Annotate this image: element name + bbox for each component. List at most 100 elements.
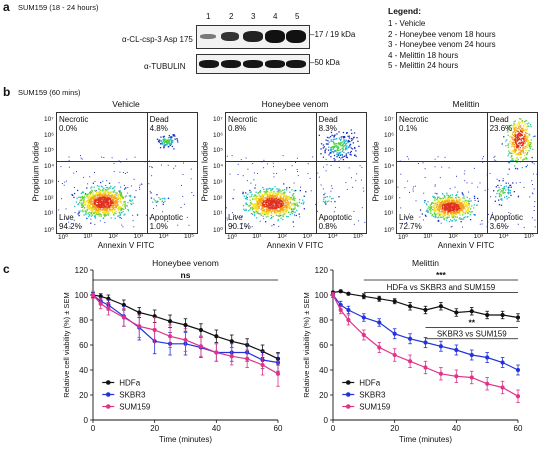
flow-event	[348, 140, 350, 142]
flow-event	[232, 197, 234, 200]
flow-event	[182, 174, 184, 175]
flow-event	[427, 207, 429, 209]
flow-event	[283, 195, 285, 197]
flow-event	[102, 188, 104, 190]
flow-event	[276, 206, 278, 208]
flow-event	[293, 182, 295, 184]
flow-event	[231, 155, 233, 157]
flow-event	[162, 211, 164, 213]
flow-event	[342, 159, 345, 161]
flow-event	[338, 131, 340, 133]
flow-event	[434, 196, 436, 199]
x-tick-label: 40	[452, 424, 461, 433]
flow-event	[520, 133, 523, 136]
flow-event	[336, 146, 338, 148]
flow-event	[104, 215, 106, 217]
flow-event	[457, 211, 459, 214]
flow-event	[469, 198, 471, 200]
flow-event	[446, 203, 449, 205]
quadrant-label: Dead	[489, 115, 509, 124]
flow-event	[274, 211, 276, 213]
flow-event	[455, 210, 457, 212]
flow-event	[334, 159, 336, 161]
flow-event	[278, 197, 280, 199]
flow-event	[253, 205, 255, 207]
flow-event	[338, 147, 340, 149]
flow-event	[292, 221, 294, 223]
flow-event	[164, 197, 166, 199]
flow-event	[80, 192, 82, 195]
flow-event	[82, 191, 84, 193]
flow-event	[157, 140, 160, 142]
flow-event	[255, 197, 257, 199]
flow-event	[438, 204, 440, 206]
flow-event	[283, 196, 285, 198]
flow-event	[105, 203, 108, 206]
flow-event	[507, 129, 510, 131]
flow-event	[93, 202, 95, 205]
flow-event	[516, 153, 518, 156]
flow-event	[517, 142, 520, 144]
flow-event	[267, 208, 270, 210]
flow-event	[522, 149, 524, 151]
flow-event	[450, 211, 452, 213]
flow-event	[437, 212, 439, 214]
flow-event	[90, 210, 93, 212]
flow-event	[282, 203, 285, 206]
flow-event	[458, 218, 460, 220]
flow-event	[518, 128, 521, 130]
quadrant-label: Dead	[318, 115, 338, 124]
flow-event	[92, 202, 94, 204]
flow-event	[98, 212, 100, 214]
flow-y-tick: 10³	[44, 178, 54, 186]
flow-event	[91, 190, 94, 192]
flow-plot: Necrotic 0.8% Dead 8.3% Live 90.1% Apoptotic 0.…	[225, 112, 367, 234]
flow-event	[299, 216, 301, 218]
flow-event	[324, 152, 326, 154]
flow-event	[439, 208, 441, 210]
flow-event	[335, 145, 337, 147]
flow-event	[99, 206, 101, 208]
flow-event	[333, 145, 335, 148]
panel-b-letter: b	[3, 85, 11, 99]
flow-event	[448, 211, 450, 213]
flow-event	[121, 195, 123, 197]
flow-event	[325, 203, 327, 205]
flow-event	[263, 209, 266, 211]
flow-event	[459, 214, 461, 216]
flow-y-tick: 10⁰	[384, 227, 394, 234]
flow-event	[88, 199, 90, 201]
flow-event	[512, 143, 515, 145]
y-tick-label: 60	[79, 341, 88, 350]
band-r2-l1	[199, 60, 219, 68]
flow-event	[105, 192, 107, 194]
flow-y-tick: 10³	[384, 178, 394, 186]
flow-event	[512, 125, 514, 127]
flow-event	[519, 157, 522, 159]
flow-event	[462, 226, 463, 228]
flow-event	[106, 195, 109, 198]
flow-event	[278, 193, 280, 196]
flow-event	[450, 210, 452, 212]
flow-event	[518, 121, 520, 123]
flow-event	[514, 147, 516, 149]
flow-event	[163, 135, 165, 137]
flow-event	[533, 188, 535, 190]
flow-event	[531, 192, 533, 194]
flow-event	[126, 205, 128, 207]
flow-event	[507, 173, 509, 175]
flow-event	[112, 207, 114, 209]
flow-event	[522, 137, 524, 139]
flow-event	[261, 199, 263, 201]
flow-event	[89, 197, 91, 199]
y-axis-label: Relative cell viability (%) ± SEM	[62, 292, 71, 397]
data-point	[167, 319, 173, 324]
flow-event	[444, 205, 446, 207]
flow-event	[249, 204, 251, 206]
flow-event	[345, 147, 347, 149]
flow-event	[97, 211, 99, 213]
flow-event	[326, 136, 329, 139]
flow-event	[464, 212, 466, 215]
flow-event	[226, 155, 228, 157]
flow-event	[467, 212, 469, 215]
